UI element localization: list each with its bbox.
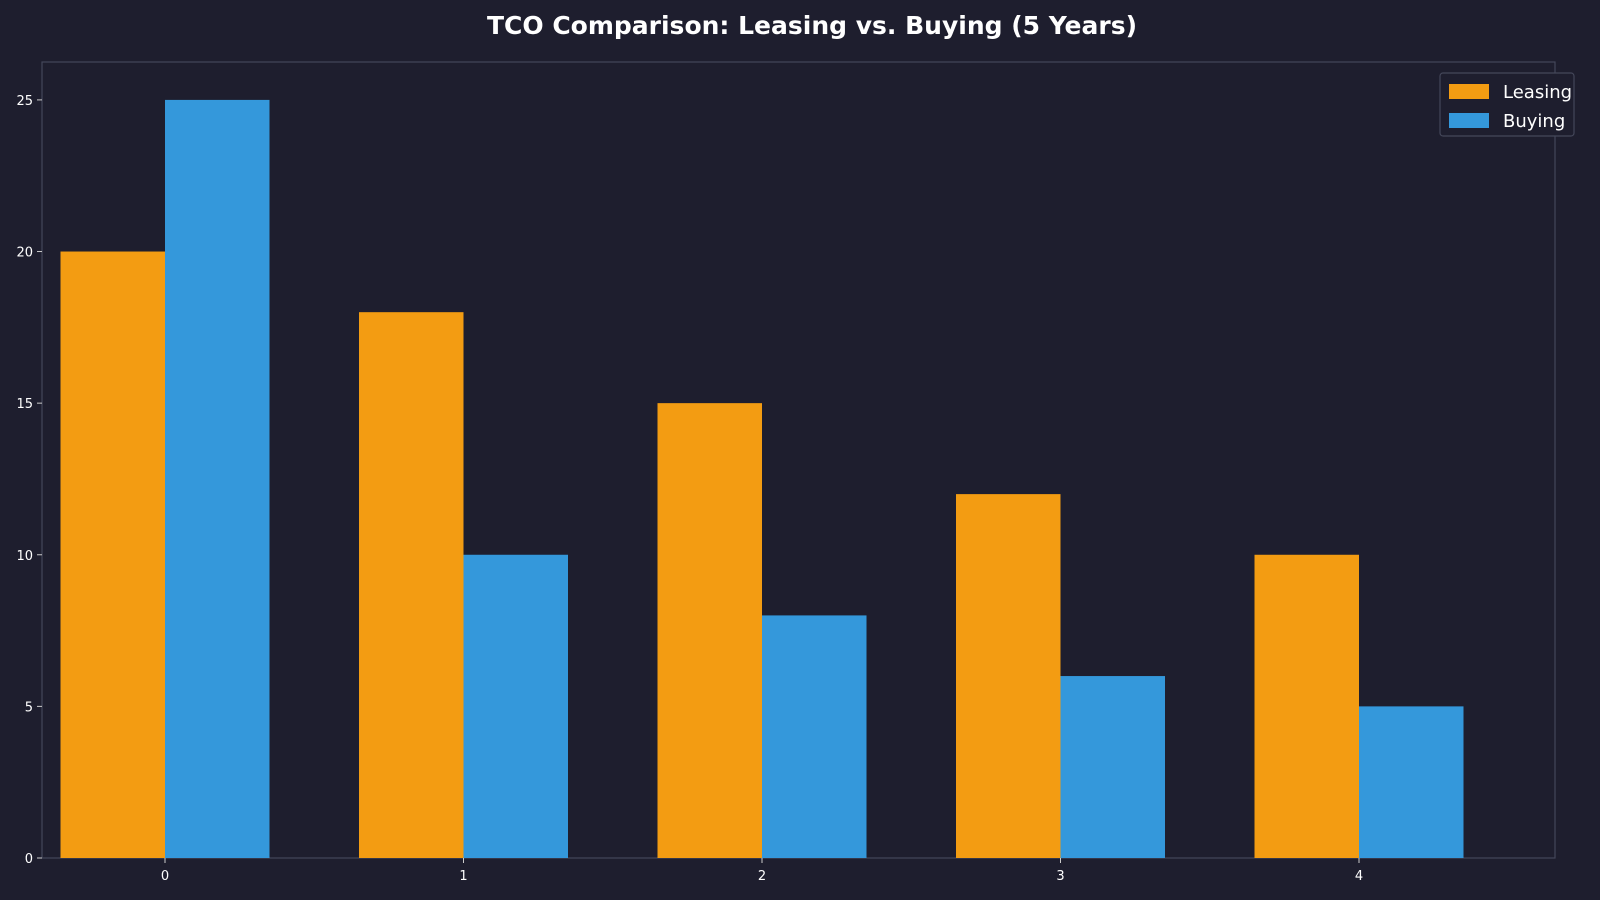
bar-leasing-3	[956, 494, 1061, 858]
legend-label-buying: Buying	[1503, 111, 1565, 132]
y-tick-label: 25	[16, 94, 33, 109]
legend: Leasing Buying	[1439, 72, 1575, 137]
bar-buying-2	[762, 615, 867, 858]
y-axis: 0 5 10 15 20 25	[16, 94, 42, 867]
y-tick-label: 20	[16, 246, 33, 261]
bar-buying-3	[1060, 676, 1165, 858]
x-tick-label: 0	[161, 869, 169, 884]
x-tick-label: 1	[459, 869, 467, 884]
bar-buying-4	[1359, 706, 1464, 858]
legend-label-leasing: Leasing	[1503, 82, 1572, 103]
bar-leasing-4	[1254, 554, 1359, 858]
y-tick-label: 5	[25, 700, 33, 715]
x-axis: 0 1 2 3 4	[161, 858, 1363, 884]
y-tick-label: 15	[16, 397, 33, 412]
bar-buying-0	[165, 99, 270, 858]
y-tick-label: 10	[16, 549, 33, 564]
x-tick-label: 3	[1056, 869, 1064, 884]
x-tick-label: 4	[1355, 869, 1363, 884]
legend-swatch-leasing	[1449, 84, 1489, 99]
bar-buying-1	[463, 554, 568, 858]
bar-leasing-0	[60, 251, 165, 858]
y-tick-label: 0	[25, 852, 33, 867]
x-tick-label: 2	[758, 869, 766, 884]
bar-leasing-1	[359, 312, 464, 859]
legend-swatch-buying	[1449, 113, 1489, 128]
bars-layer	[60, 99, 1464, 859]
chart-title: TCO Comparison: Leasing vs. Buying (5 Ye…	[487, 11, 1137, 40]
bar-leasing-2	[657, 403, 762, 858]
